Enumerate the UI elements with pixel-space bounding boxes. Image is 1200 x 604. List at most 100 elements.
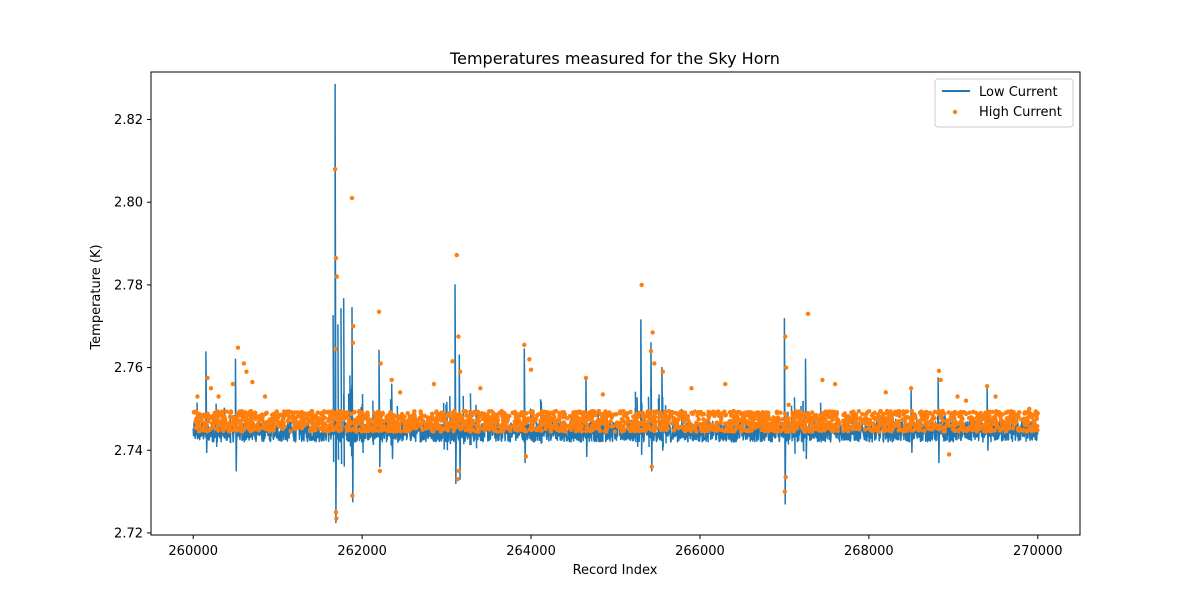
high-current-point [701,417,706,422]
high-current-point [963,398,969,403]
high-current-point [451,414,457,419]
high-current-point [277,422,282,427]
high-current-point [806,415,812,421]
high-current-point [476,424,481,429]
high-current-point [587,411,593,416]
high-current-point [251,423,257,428]
high-current-point [792,426,797,432]
x-tick-label: 270000 [1013,544,1063,559]
high-current-point [863,418,868,423]
high-current-point [215,419,220,424]
high-current-point [736,417,742,422]
high-current-point [247,409,252,415]
high-current-point [629,425,635,430]
high-current-point [454,252,459,258]
high-current-point [411,417,416,423]
high-current-point [584,422,590,427]
high-current-point [351,324,356,329]
high-current-point [871,415,877,421]
high-current-point [335,422,340,428]
high-current-point [457,412,463,417]
y-axis: 2.72 2.74 2.76 2.78 2.80 2.82 [114,113,151,541]
high-current-point [397,390,403,395]
high-current-point [463,409,468,414]
high-current-point [578,409,584,415]
high-current-point [986,414,992,420]
high-current-point [551,411,556,417]
high-current-point [241,427,246,432]
high-current-point [366,420,371,425]
high-current-point [463,418,469,424]
high-current-point [210,425,216,430]
high-current-point [661,420,666,426]
high-current-point [738,410,744,416]
high-current-point [878,409,883,414]
high-current-point [637,410,642,415]
high-current-point [338,423,344,429]
high-current-point [522,342,527,348]
high-current-point [394,422,400,427]
x-tick-label: 260000 [168,544,218,559]
high-current-point [380,410,385,416]
high-current-point [754,421,760,427]
high-current-point [866,421,871,426]
high-current-point [575,410,580,415]
high-current-point [886,414,892,419]
high-current-point [738,424,744,430]
high-current-point [909,408,914,414]
high-current-point [614,420,620,425]
high-current-point [391,429,396,434]
high-current-point [195,420,200,425]
high-current-point [680,413,685,419]
high-current-point [885,409,890,414]
high-current-point [548,429,554,434]
high-current-point [191,410,197,415]
high-current-point [993,394,998,399]
high-current-point [225,424,230,429]
high-current-point [405,429,410,434]
high-current-point [961,425,966,431]
high-current-point [498,429,504,434]
high-current-point [774,409,780,414]
high-current-point [809,410,815,415]
high-current-point [907,424,913,430]
high-current-point [520,412,526,417]
high-current-point [772,429,777,434]
high-current-point [608,419,613,424]
high-current-point [443,420,449,426]
high-current-point [1016,410,1022,415]
high-current-point [618,409,623,414]
high-current-point [442,415,447,420]
high-current-point [978,410,983,416]
high-current-point [234,428,240,433]
high-current-point [538,422,544,427]
high-current-series-points [191,166,1040,521]
high-current-point [530,412,536,417]
high-current-point [854,415,859,420]
high-current-point [340,410,345,415]
high-current-point [552,415,557,420]
high-current-point [991,421,996,427]
high-current-point [991,415,997,420]
high-current-point [214,409,220,415]
high-current-point [212,419,217,425]
y-tick-label: 2.82 [114,113,143,128]
high-current-point [300,416,305,422]
high-current-point [334,516,339,521]
high-current-point [714,420,719,425]
high-current-point [350,493,355,498]
high-current-point [500,422,505,427]
high-current-point [686,424,692,429]
high-current-point [884,421,890,427]
high-current-point [462,422,468,427]
high-current-point [686,418,691,423]
high-current-point [1009,412,1015,417]
chart-title: Temperatures measured for the Sky Horn [449,49,780,68]
high-current-point [620,425,625,430]
high-current-point [730,418,736,423]
high-current-point [987,409,992,415]
high-current-point [904,409,910,414]
high-current-point [1030,427,1035,432]
high-current-point [431,381,437,387]
high-current-point [205,375,210,381]
